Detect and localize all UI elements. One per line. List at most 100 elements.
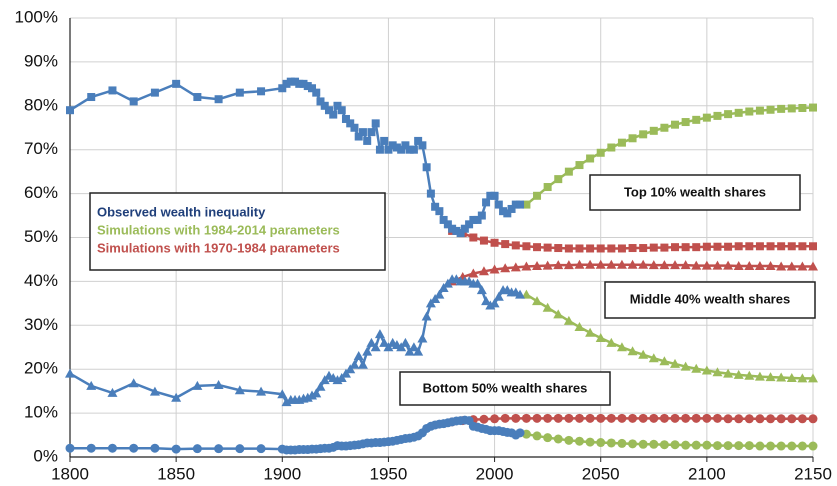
square-marker [586, 154, 595, 163]
circle-marker [606, 413, 616, 423]
triangle-marker [366, 337, 377, 347]
annotation: Middle 40% wealth shares [630, 291, 790, 306]
circle-marker [500, 413, 510, 423]
triangle-marker [510, 262, 521, 272]
circle-marker [553, 434, 563, 444]
circle-marker [574, 436, 584, 446]
square-marker [681, 118, 690, 127]
square-marker [533, 243, 542, 252]
square-marker [443, 220, 452, 229]
square-marker [257, 87, 266, 96]
triangle-marker [670, 260, 681, 270]
triangle-marker [434, 289, 445, 299]
triangle-marker [670, 358, 681, 368]
legend-box [89, 192, 386, 271]
square-marker [388, 141, 397, 150]
triangle-marker [701, 365, 712, 375]
circle-marker [776, 414, 786, 424]
circle-marker [649, 439, 659, 449]
triangle-marker [765, 372, 776, 382]
triangle-marker [627, 259, 638, 269]
triangle-marker [723, 368, 734, 378]
triangle-marker [563, 260, 574, 270]
square-marker [460, 224, 469, 233]
square-marker [639, 244, 648, 253]
triangle-marker [379, 337, 390, 347]
annotation: Bottom 50% wealth shares [423, 380, 588, 395]
square-marker [586, 244, 595, 253]
triangle-marker [400, 337, 411, 347]
square-marker [469, 215, 478, 224]
circle-marker [107, 443, 117, 453]
square-marker [777, 104, 786, 113]
square-marker [414, 136, 423, 145]
square-marker [511, 241, 520, 250]
triangle-marker [489, 264, 500, 274]
circle-marker [755, 441, 765, 451]
y-tick-label: 10% [24, 403, 58, 422]
circle-marker [723, 414, 733, 424]
circle-marker [585, 437, 595, 447]
square-marker [435, 207, 444, 216]
triangle-marker [478, 266, 489, 276]
square-marker [692, 243, 701, 252]
square-marker [295, 79, 304, 88]
triangle-marker [349, 359, 360, 369]
square-marker [371, 119, 380, 128]
square-marker [448, 224, 457, 233]
circle-marker [734, 414, 744, 424]
y-tick-label: 60% [24, 183, 58, 202]
triangle-marker [616, 342, 627, 352]
square-marker [734, 242, 743, 251]
annotation-box [399, 371, 611, 406]
square-marker [486, 191, 495, 200]
square-marker [798, 242, 807, 251]
triangle-marker [472, 278, 483, 288]
circle-marker [617, 438, 627, 448]
circle-marker [712, 413, 722, 423]
square-marker [392, 143, 401, 152]
square-marker [596, 148, 605, 157]
annotation-box [589, 174, 801, 211]
triangle-marker [733, 369, 744, 379]
circle-marker [532, 413, 542, 423]
triangle-marker [563, 315, 574, 325]
circle-marker [628, 413, 638, 423]
circle-marker [702, 440, 712, 450]
circle-marker [628, 439, 638, 449]
triangle-marker [532, 296, 543, 306]
triangle-marker [595, 333, 606, 343]
circle-marker [659, 440, 669, 450]
triangle-marker [723, 260, 734, 270]
series-line [525, 106, 814, 206]
triangle-marker [86, 380, 97, 390]
triangle-marker [468, 268, 479, 278]
square-marker [299, 79, 308, 88]
circle-marker [521, 413, 531, 423]
circle-marker [744, 441, 754, 451]
square-marker [501, 240, 510, 249]
y-tick-label: 100% [15, 7, 58, 26]
square-marker [507, 204, 516, 213]
circle-marker [670, 440, 680, 450]
square-marker [341, 114, 350, 123]
triangle-marker [413, 346, 424, 356]
square-marker [477, 211, 486, 220]
triangle-marker [213, 380, 224, 390]
square-marker [66, 106, 74, 115]
triangle-marker [786, 372, 797, 382]
square-marker [286, 77, 295, 86]
square-marker [469, 233, 478, 242]
legend-entry: Simulations with 1970-1984 parameters [97, 240, 340, 255]
triangle-marker [357, 359, 368, 369]
square-marker [564, 167, 573, 176]
square-marker [671, 120, 680, 129]
x-tick-label: 1900 [263, 464, 301, 483]
square-marker [766, 105, 775, 114]
triangle-marker [776, 261, 787, 271]
triangle-marker [638, 349, 649, 359]
triangle-marker [553, 309, 564, 319]
circle-marker [734, 441, 744, 451]
square-marker [503, 209, 512, 218]
